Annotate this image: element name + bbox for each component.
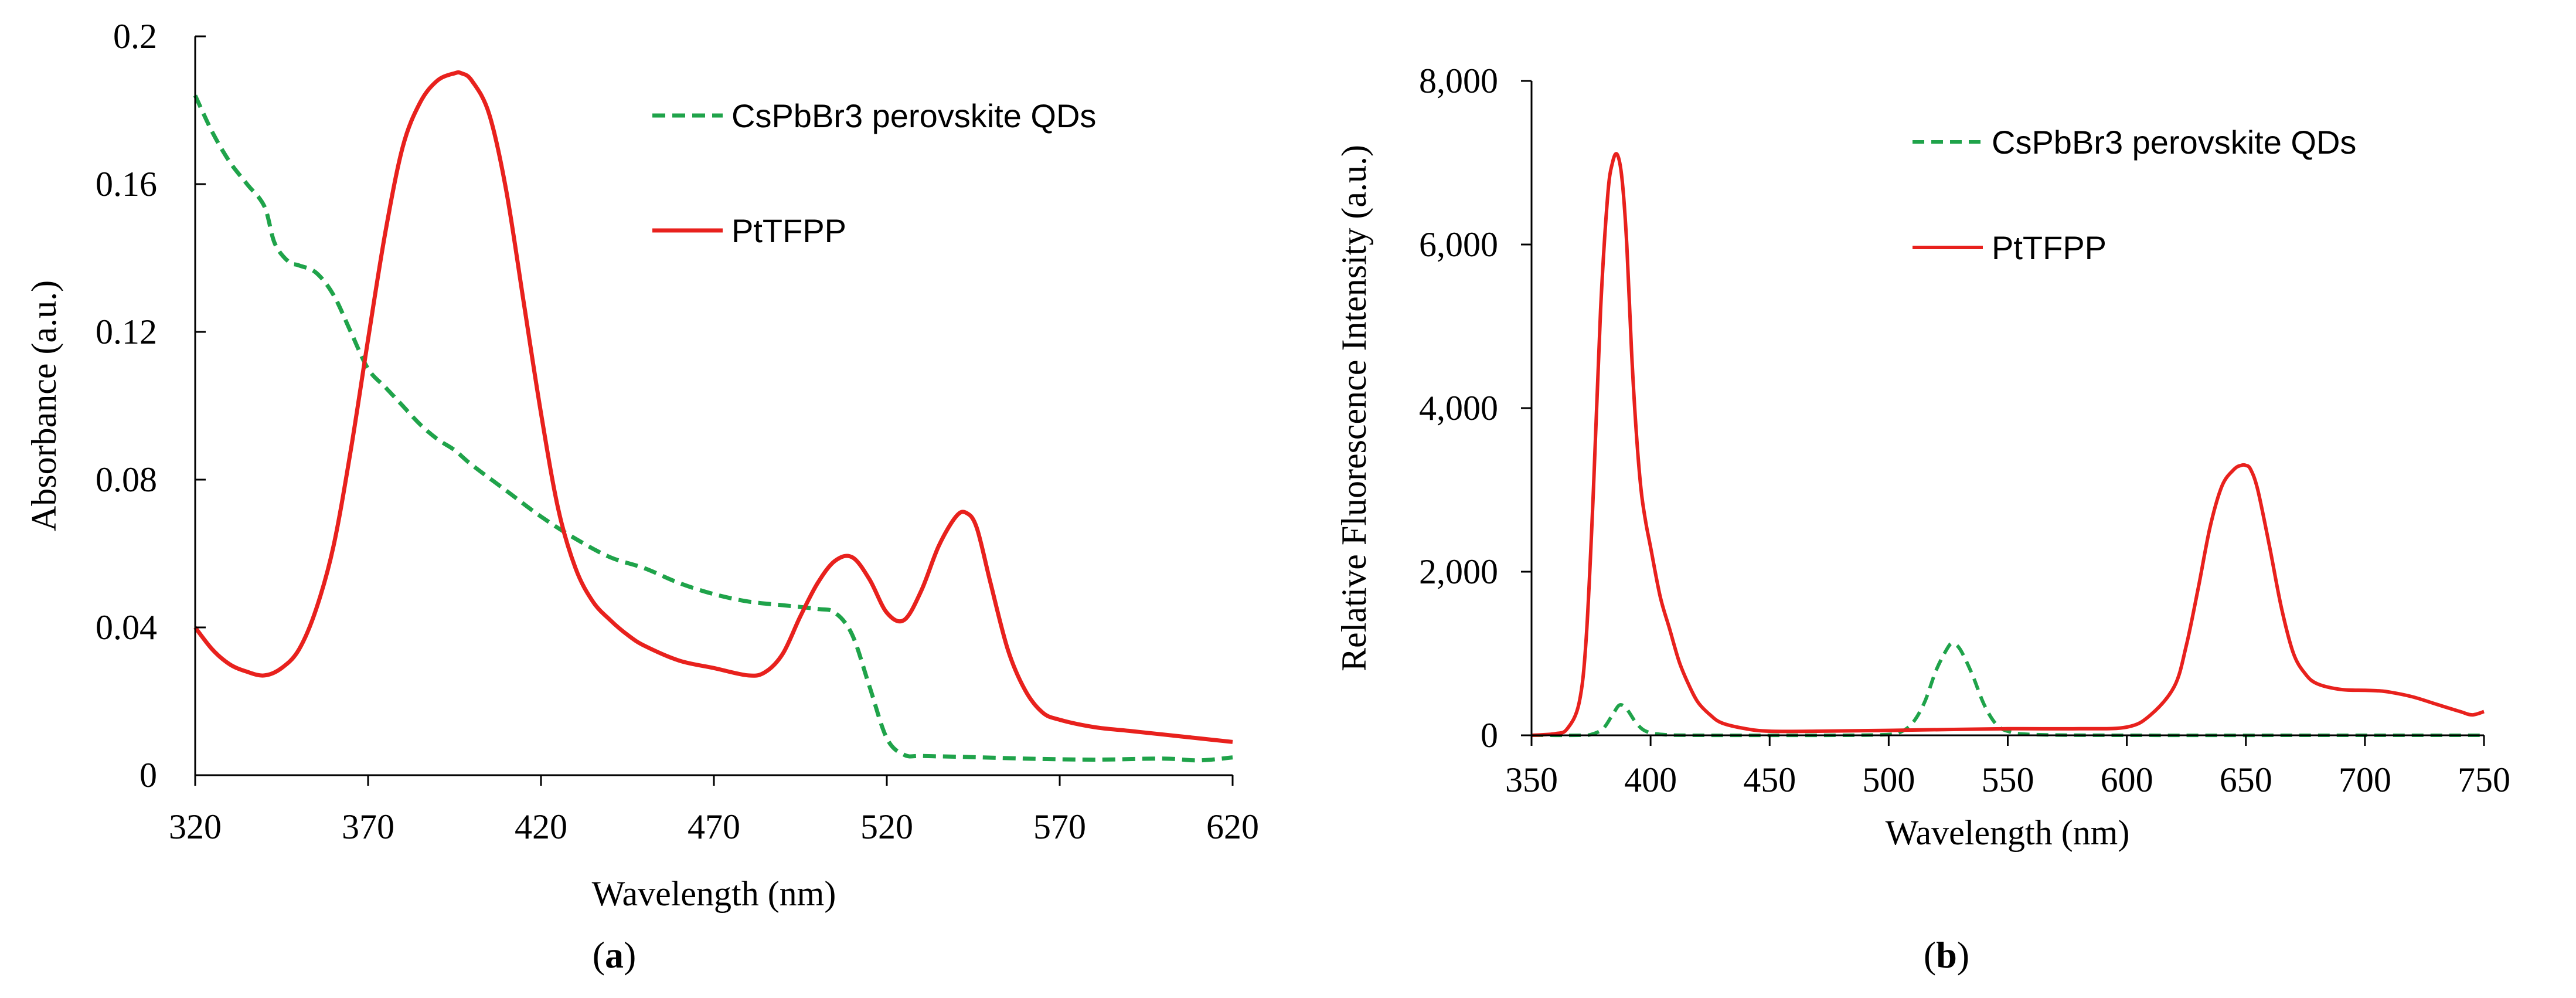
panel-b-x-tick-label-700: 700 — [2339, 761, 2391, 799]
panel-a-x-tick-label-520: 520 — [860, 807, 913, 846]
panel-a-legend: CsPbBr3 perovskite QDs PtTFPP — [652, 97, 1096, 249]
panel-b-y-tick-label-0: 0 — [1481, 716, 1498, 755]
panel-a-legend-label-pttfpp: PtTFPP — [731, 212, 846, 249]
panel-a-y-tick-label-0-04: 0.04 — [96, 608, 157, 647]
panel-b-x-tick-label-550: 550 — [1982, 761, 2034, 799]
panel-b-x-tick-label-350: 350 — [1505, 761, 1558, 799]
panel-a-x-tick-label-470: 470 — [688, 807, 740, 846]
panel-b-x-axis-title: Wavelength (nm) — [1886, 813, 2130, 852]
panel-b-x-tick-label-450: 450 — [1743, 761, 1796, 799]
panel-b-y-ticks: 0 2,000 4,000 6,000 8,000 — [1419, 62, 1532, 755]
panel-a-y-tick-label-0-16: 0.16 — [96, 165, 157, 203]
panel-a-series-pttfpp — [193, 70, 1233, 744]
panel-b-legend: CsPbBr3 perovskite QDs PtTFPP — [1913, 124, 2356, 266]
panel-b-x-ticks: 350 400 450 500 550 600 650 700 750 — [1505, 735, 2510, 799]
panel-b-series-pttfpp — [1531, 152, 2485, 737]
panel-b-y-tick-label-8-000: 8,000 — [1419, 62, 1498, 100]
panel-a-y-tick-label-0-12: 0.12 — [96, 313, 157, 351]
panel-a-absorbance-chart: 0 0.04 0.08 0.12 0.16 0.2 320 370 420 470 520 570 6… — [25, 17, 1259, 976]
panel-a-x-tick-label-420: 420 — [515, 807, 567, 846]
panel-a-y-axis-title: Absorbance (a.u.) — [25, 280, 63, 531]
panel-b-y-tick-label-2-000: 2,000 — [1419, 552, 1498, 591]
panel-b-x-tick-label-400: 400 — [1624, 761, 1677, 799]
panel-a-x-tick-label-620: 620 — [1206, 807, 1259, 846]
panel-b-x-tick-label-600: 600 — [2101, 761, 2153, 799]
panel-a-label: (a) — [593, 934, 637, 976]
panel-a-y-tick-label-0: 0 — [139, 756, 157, 795]
panel-a-x-tick-label-320: 320 — [169, 807, 222, 846]
panel-a-label-letter: a — [605, 934, 624, 976]
panel-b-y-tick-label-4-000: 4,000 — [1419, 389, 1498, 427]
panel-a-legend-label-cspbbr3: CsPbBr3 perovskite QDs — [731, 97, 1096, 134]
panel-a-x-tick-label-570: 570 — [1033, 807, 1086, 846]
panel-b-y-axis-title: Relative Fluorescence Intensity (a.u.) — [1335, 145, 1373, 671]
panel-a-x-tick-label-370: 370 — [342, 807, 394, 846]
panel-b-label: (b) — [1924, 934, 1969, 976]
panel-b-fluorescence-chart: 0 2,000 4,000 6,000 8,000 350 400 450 500 550 600… — [1335, 62, 2510, 976]
panel-b-legend-label-cspbbr3: CsPbBr3 perovskite QDs — [1992, 124, 2356, 161]
panel-a-series-cspbbr3-perovskite-qds — [193, 94, 1233, 763]
panel-b-x-tick-label-500: 500 — [1862, 761, 1915, 799]
panel-a-y-tick-label-0-2: 0.2 — [113, 17, 157, 56]
panel-a-x-ticks: 320 370 420 470 520 570 620 — [169, 775, 1259, 846]
panel-a-y-tick-label-0-08: 0.08 — [96, 460, 157, 499]
panel-b-x-tick-label-650: 650 — [2220, 761, 2272, 799]
panel-a-plot-area — [193, 70, 1233, 763]
panel-a-y-ticks: 0 0.04 0.08 0.12 0.16 0.2 — [96, 17, 206, 795]
panel-b-y-tick-label-6-000: 6,000 — [1419, 225, 1498, 264]
panel-b-x-tick-label-750: 750 — [2458, 761, 2510, 799]
panel-b-legend-label-pttfpp: PtTFPP — [1992, 229, 2107, 266]
panel-b-label-letter: b — [1936, 934, 1957, 976]
panel-a-x-axis-title: Wavelength (nm) — [592, 874, 836, 913]
